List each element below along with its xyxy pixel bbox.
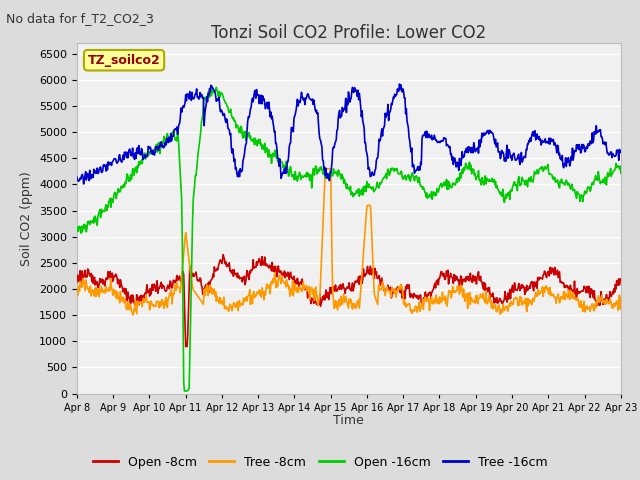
- Text: No data for f_T2_CO2_3: No data for f_T2_CO2_3: [6, 12, 154, 25]
- Legend: Open -8cm, Tree -8cm, Open -16cm, Tree -16cm: Open -8cm, Tree -8cm, Open -16cm, Tree -…: [88, 451, 552, 474]
- Y-axis label: Soil CO2 (ppm): Soil CO2 (ppm): [20, 171, 33, 266]
- Text: TZ_soilco2: TZ_soilco2: [88, 54, 161, 67]
- Title: Tonzi Soil CO2 Profile: Lower CO2: Tonzi Soil CO2 Profile: Lower CO2: [211, 24, 486, 42]
- X-axis label: Time: Time: [333, 414, 364, 427]
